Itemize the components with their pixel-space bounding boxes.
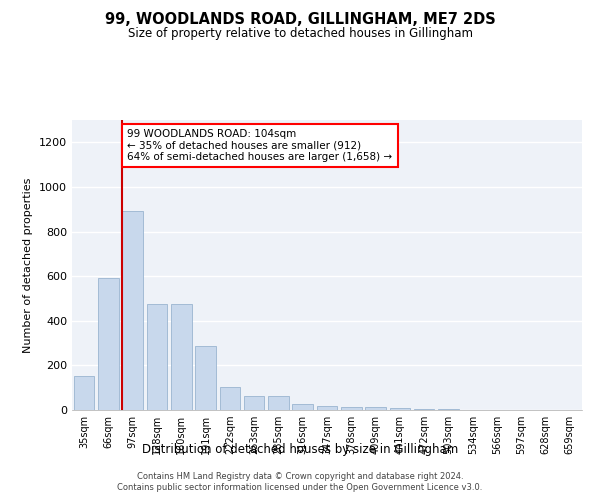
Text: Size of property relative to detached houses in Gillingham: Size of property relative to detached ho… [128,28,473,40]
Bar [365,407,386,410]
Bar [341,407,362,410]
Bar [268,396,289,410]
Bar [244,396,265,410]
Text: 99, WOODLANDS ROAD, GILLINGHAM, ME7 2DS: 99, WOODLANDS ROAD, GILLINGHAM, ME7 2DS [104,12,496,28]
Bar [389,408,410,410]
Text: 99 WOODLANDS ROAD: 104sqm
← 35% of detached houses are smaller (912)
64% of semi: 99 WOODLANDS ROAD: 104sqm ← 35% of detac… [127,129,392,162]
Bar [292,404,313,410]
Bar [414,409,434,410]
Bar [98,278,119,410]
Text: Contains HM Land Registry data © Crown copyright and database right 2024.: Contains HM Land Registry data © Crown c… [137,472,463,481]
Bar [146,304,167,410]
Y-axis label: Number of detached properties: Number of detached properties [23,178,34,352]
Bar [195,346,216,410]
Bar [171,304,191,410]
Bar [317,406,337,410]
Text: Distribution of detached houses by size in Gillingham: Distribution of detached houses by size … [142,444,458,456]
Bar [74,376,94,410]
Bar [122,211,143,410]
Bar [220,387,240,410]
Text: Contains public sector information licensed under the Open Government Licence v3: Contains public sector information licen… [118,484,482,492]
